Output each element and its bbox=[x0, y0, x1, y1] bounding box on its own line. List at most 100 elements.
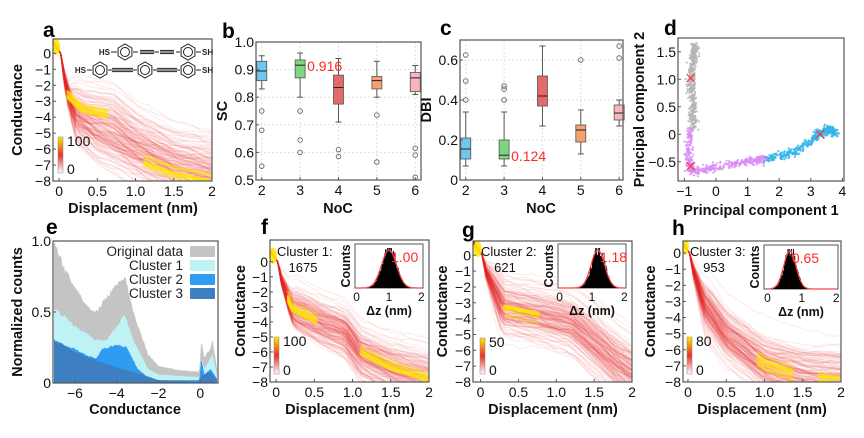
data-point bbox=[689, 134, 692, 137]
conductance-trace bbox=[53, 41, 212, 156]
data-point bbox=[791, 152, 794, 155]
conductance-trace bbox=[473, 242, 622, 382]
conductance-trace bbox=[473, 243, 623, 382]
conductance-trace bbox=[473, 241, 632, 342]
conductance-trace bbox=[473, 241, 632, 360]
benzene-ring bbox=[137, 61, 153, 79]
conductance-trace bbox=[270, 250, 429, 382]
data-point bbox=[690, 74, 693, 77]
histogram-bar bbox=[405, 285, 407, 288]
conductance-trace bbox=[53, 40, 185, 181]
x-axis-label: Principal component 1 bbox=[683, 203, 839, 219]
histogram-bar bbox=[615, 286, 617, 288]
conductance-trace bbox=[683, 242, 841, 370]
conductance-trace bbox=[53, 39, 212, 175]
conductance-trace bbox=[53, 41, 212, 172]
cluster-points bbox=[763, 123, 840, 163]
data-point bbox=[694, 101, 697, 104]
conductance-trace bbox=[53, 40, 212, 169]
data-point bbox=[799, 146, 802, 149]
y-axis-label: Normalized counts bbox=[10, 247, 26, 377]
conductance-trace bbox=[53, 40, 152, 181]
histogram-bar bbox=[774, 287, 776, 289]
x-tick-label: 0 bbox=[196, 385, 204, 401]
conductance-trace bbox=[270, 248, 429, 340]
data-point bbox=[810, 142, 813, 145]
conductance-trace bbox=[683, 243, 841, 365]
data-point bbox=[708, 166, 711, 169]
histogram-bar bbox=[402, 282, 404, 288]
outlier-point bbox=[463, 97, 469, 103]
data-point bbox=[691, 51, 694, 54]
conductance-trace bbox=[473, 241, 632, 359]
histogram-bar bbox=[597, 255, 599, 288]
y-tick-label: −1 bbox=[455, 263, 471, 279]
data-point bbox=[689, 62, 692, 65]
conductance-trace bbox=[270, 249, 390, 382]
data-point bbox=[689, 95, 692, 98]
high-density-trace bbox=[817, 372, 841, 377]
inset-x-tick-label: 2 bbox=[833, 291, 840, 305]
conductance-trace bbox=[473, 242, 612, 382]
conductance-trace bbox=[683, 243, 773, 382]
y-tick-label: 0.7 bbox=[235, 117, 255, 133]
data-point bbox=[738, 164, 741, 167]
histogram-bar bbox=[398, 268, 400, 288]
conductance-trace bbox=[473, 241, 632, 362]
histogram-bar bbox=[614, 286, 616, 288]
y-tick-label: −7 bbox=[665, 358, 681, 374]
histogram-bar bbox=[775, 286, 777, 289]
conductance-trace bbox=[473, 243, 632, 356]
conductance-trace bbox=[473, 241, 632, 372]
panel-d: d Principal component 1 Principal componen… bbox=[632, 17, 847, 219]
conductance-trace bbox=[270, 252, 405, 382]
conductance-trace bbox=[473, 242, 632, 371]
data-point bbox=[723, 162, 726, 165]
conductance-trace bbox=[473, 242, 608, 382]
histogram-bar bbox=[598, 253, 600, 288]
cluster-points bbox=[684, 42, 701, 133]
conductance-trace bbox=[683, 242, 750, 382]
high-density-spot bbox=[683, 241, 689, 255]
conductance-trace bbox=[473, 242, 632, 376]
area-series bbox=[54, 339, 217, 383]
data-point bbox=[695, 47, 698, 50]
x-tick-label: −4 bbox=[109, 385, 125, 401]
conductance-trace bbox=[473, 241, 632, 371]
legend-label: Cluster 1 bbox=[129, 258, 183, 273]
y-tick-label: 0 bbox=[43, 45, 51, 61]
conductance-trace bbox=[683, 241, 841, 382]
conductance-trace bbox=[53, 39, 212, 164]
conductance-trace bbox=[53, 42, 212, 152]
colorbar-max-label: 80 bbox=[696, 333, 712, 349]
data-point bbox=[835, 132, 838, 135]
histogram-bar bbox=[787, 249, 789, 289]
data-point bbox=[696, 171, 700, 175]
conductance-trace bbox=[53, 43, 212, 159]
high-density-trace bbox=[142, 161, 212, 181]
data-point bbox=[695, 55, 698, 58]
conductance-trace bbox=[683, 243, 841, 355]
molecule-structure: HS SH HS SH bbox=[75, 43, 213, 79]
data-point bbox=[826, 128, 829, 131]
data-point bbox=[685, 152, 688, 155]
conductance-trace bbox=[53, 41, 183, 181]
conductance-trace bbox=[683, 241, 841, 361]
conductance-trace bbox=[473, 241, 620, 382]
conductance-trace bbox=[473, 241, 632, 353]
histogram-bar bbox=[379, 271, 381, 288]
high-density-trace bbox=[286, 290, 318, 316]
conductance-trace bbox=[53, 40, 186, 181]
conductance-trace bbox=[683, 243, 841, 357]
conductance-trace bbox=[53, 40, 174, 181]
data-point bbox=[691, 122, 694, 125]
data-point bbox=[795, 146, 798, 149]
outlier-point bbox=[335, 146, 342, 153]
conductance-trace bbox=[53, 39, 212, 151]
y-tick-label: 0 bbox=[668, 126, 676, 142]
conductance-trace bbox=[473, 241, 632, 375]
data-point bbox=[807, 143, 811, 146]
conductance-trace bbox=[473, 241, 632, 375]
legend-swatch bbox=[190, 246, 215, 257]
data-point bbox=[690, 118, 693, 121]
